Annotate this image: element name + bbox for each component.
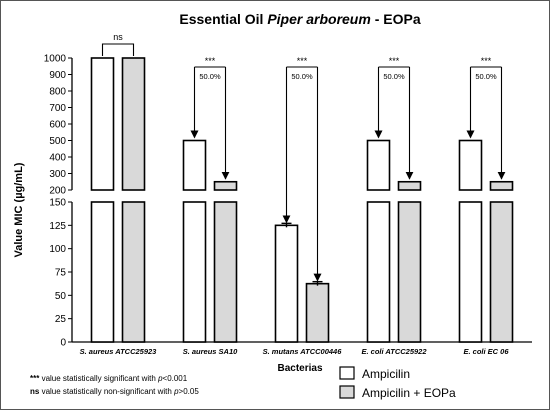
bar-lower-segment — [458, 201, 483, 343]
bar-lower-segment — [366, 201, 391, 343]
bar-lower-segment — [489, 201, 514, 343]
category-label: E. coli ATCC25922 — [361, 347, 427, 356]
y-tick-label: 700 — [49, 103, 66, 114]
reduction-label: 50.0% — [291, 72, 313, 81]
bar-lower-segment — [397, 201, 422, 343]
y-axis-label: Value MIC (µg/mL) — [13, 162, 25, 257]
y-tick-label: 0 — [60, 338, 66, 349]
x-axis-label: Bacterias — [277, 363, 322, 374]
y-tick-label: 100 — [49, 244, 66, 255]
bar — [397, 180, 422, 191]
reduction-label: 50.0% — [383, 72, 405, 81]
bar — [366, 139, 391, 191]
y-tick-label: 500 — [49, 136, 66, 147]
significance-label: *** — [205, 56, 216, 66]
bar-lower-segment — [90, 201, 115, 343]
category-label: S. aureus ATCC25923 — [80, 347, 158, 356]
chart-title: Essential Oil Piper arboreum - EOPa — [179, 11, 420, 27]
reduction-label: 50.0% — [199, 72, 221, 81]
y-tick-label: 900 — [49, 70, 66, 81]
bar-lower-segment — [121, 201, 146, 343]
category-label: S. mutans ATCC00446 — [263, 347, 343, 356]
significance-label: ns — [113, 32, 123, 42]
bar-lower-segment — [182, 201, 207, 343]
y-tick-label: 1000 — [44, 54, 67, 65]
legend-label-ampicilin: Ampicilin — [362, 367, 410, 381]
significance-label: *** — [389, 56, 400, 66]
y-tick-label: 800 — [49, 87, 66, 98]
bar — [90, 57, 115, 191]
significance-bracket — [101, 43, 135, 56]
legend-swatch-ampicilin-eopa — [339, 385, 355, 399]
y-tick-label: 75 — [55, 268, 67, 279]
legend-label-ampicilin-eopa: Ampicilin + EOPa — [362, 386, 456, 400]
bar — [182, 139, 207, 191]
bar — [121, 57, 146, 191]
y-tick-label: 400 — [49, 153, 66, 164]
bar — [458, 139, 483, 191]
category-label: E. coli EC 06 — [463, 347, 509, 356]
legend-swatch-ampicilin — [339, 366, 355, 380]
category-label: S. aureus SA10 — [183, 347, 238, 356]
bar — [489, 180, 514, 191]
legend: Ampicilin Ampicilin + EOPa — [339, 366, 456, 400]
bar — [213, 180, 238, 191]
significance-label: *** — [297, 56, 308, 66]
y-tick-label: 600 — [49, 120, 66, 131]
y-tick-label: 150 — [49, 198, 66, 209]
bar-lower-segment — [213, 201, 238, 343]
footnote-non-significant: ns value statistically non-significant w… — [30, 387, 199, 396]
y-tick-label: 300 — [49, 169, 66, 180]
y-tick-label: 25 — [55, 314, 67, 325]
reduction-label: 50.0% — [475, 72, 497, 81]
y-tick-label: 125 — [49, 221, 66, 232]
significance-label: *** — [481, 56, 492, 66]
footnote-significant: *** value statistically significant with… — [30, 374, 188, 383]
y-tick-label: 50 — [55, 291, 67, 302]
y-tick-label: 200 — [49, 186, 66, 197]
